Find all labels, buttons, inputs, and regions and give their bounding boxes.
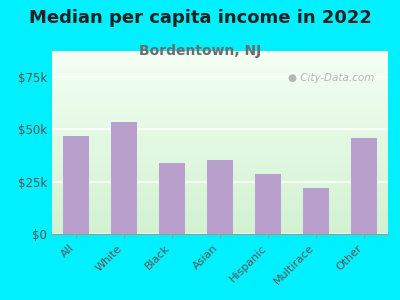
Bar xyxy=(255,174,281,234)
Bar xyxy=(63,136,89,234)
Bar xyxy=(111,122,137,234)
Text: ● City-Data.com: ● City-Data.com xyxy=(288,73,374,83)
Bar xyxy=(159,163,185,234)
Text: Bordentown, NJ: Bordentown, NJ xyxy=(139,44,261,58)
Bar xyxy=(351,138,377,234)
Text: Median per capita income in 2022: Median per capita income in 2022 xyxy=(28,9,372,27)
Bar xyxy=(303,188,329,234)
Bar xyxy=(207,160,233,234)
